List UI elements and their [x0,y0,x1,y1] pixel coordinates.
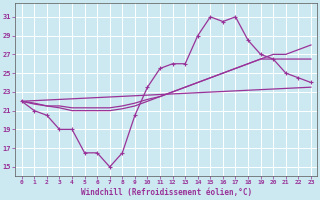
X-axis label: Windchill (Refroidissement éolien,°C): Windchill (Refroidissement éolien,°C) [81,188,252,197]
